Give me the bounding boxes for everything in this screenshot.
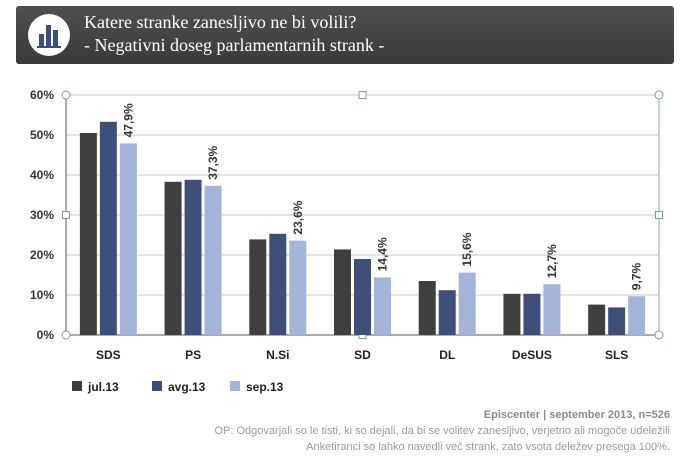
- legend-label: jul.13: [87, 380, 119, 394]
- x-tick-label: SLS: [605, 348, 628, 362]
- selection-handle: [61, 90, 71, 100]
- legend-swatch: [230, 381, 240, 391]
- y-tick-label: 50%: [30, 128, 54, 142]
- bar-sls-jul13: [588, 304, 606, 335]
- y-tick-label: 10%: [30, 288, 54, 302]
- data-label: 9,7%: [630, 263, 644, 291]
- selection-handle: [654, 90, 664, 100]
- bar-sls-sep13: [628, 296, 646, 335]
- x-tick-label: PS: [185, 348, 201, 362]
- legend-label: avg.13: [168, 380, 206, 394]
- footnote-1: OP: Odgovarjali so le tisti, ki so dejal…: [214, 425, 671, 437]
- selection-handle: [61, 330, 71, 340]
- chart-subtitle: - Negativni doseg parlamentarnih strank …: [84, 35, 385, 55]
- legend-swatch: [152, 381, 162, 391]
- bar-ps-sep13: [204, 185, 222, 335]
- legend-label: sep.13: [246, 380, 284, 394]
- bar-desus-sep13: [543, 284, 561, 335]
- selection-handle: [654, 330, 664, 340]
- bar-sls-avg13: [608, 307, 626, 335]
- legend-swatch: [72, 381, 82, 391]
- bar-nsi-sep13: [289, 240, 307, 335]
- x-tick-label: N.Si: [266, 348, 289, 362]
- y-tick-label: 60%: [30, 88, 54, 102]
- bar-desus-jul13: [503, 293, 521, 335]
- data-label: 15,6%: [460, 232, 474, 266]
- selection-handle: [358, 91, 367, 99]
- y-tick-label: 40%: [30, 168, 54, 182]
- bar-nsi-avg13: [269, 233, 287, 335]
- data-label: 12,7%: [545, 244, 559, 278]
- bar-sd-avg13: [354, 259, 371, 335]
- chart-title-banner: Katere stranke zanesljivo ne bi volili? …: [16, 6, 674, 64]
- x-tick-label: SD: [354, 348, 371, 362]
- y-tick-label: 30%: [30, 208, 54, 222]
- bar-ps-jul13: [164, 181, 182, 335]
- bar-ps-avg13: [184, 179, 202, 335]
- x-tick-label: DeSUS: [512, 348, 552, 362]
- bar-sd-sep13: [374, 277, 391, 335]
- bar-dl-jul13: [418, 281, 436, 335]
- footnote-2: Anketiranci so lahko navedli več strank,…: [306, 441, 670, 453]
- selection-handle: [62, 211, 70, 219]
- bar-sds-avg13: [99, 121, 117, 335]
- x-tick-label: SDS: [96, 348, 121, 362]
- data-label: 37,3%: [206, 145, 220, 179]
- selection-handle: [655, 211, 663, 219]
- data-label: 47,9%: [121, 103, 135, 137]
- bar-sds-jul13: [79, 133, 97, 335]
- bar-sds-sep13: [119, 143, 137, 335]
- data-label: 14,4%: [376, 237, 390, 271]
- source-line: Episcenter | september 2013, n=526: [483, 409, 670, 421]
- bar-chart-icon: [28, 14, 70, 56]
- bar-dl-sep13: [458, 272, 476, 335]
- y-tick-label: 0%: [37, 328, 55, 342]
- bar-dl-avg13: [438, 290, 456, 335]
- bar-sd-jul13: [334, 249, 351, 335]
- x-tick-label: DL: [439, 348, 455, 362]
- data-label: 23,6%: [291, 200, 305, 234]
- y-tick-label: 20%: [30, 248, 54, 262]
- chart-title: Katere stranke zanesljivo ne bi volili?: [84, 12, 357, 32]
- bar-desus-avg13: [523, 293, 541, 335]
- bar-nsi-jul13: [249, 239, 267, 335]
